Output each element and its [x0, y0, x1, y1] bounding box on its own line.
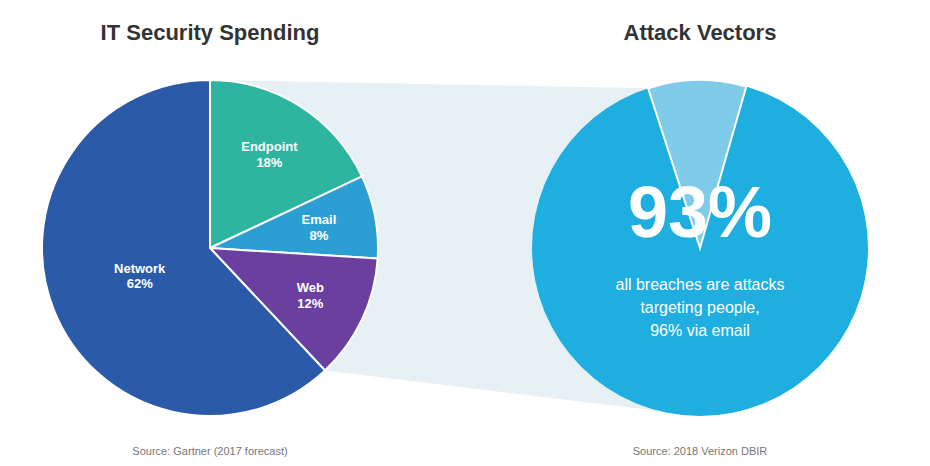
value-label: 8% — [310, 228, 329, 243]
stat-circle — [532, 80, 868, 416]
pie — [42, 80, 378, 416]
pie-slice — [210, 176, 378, 258]
value-label: 62% — [127, 276, 153, 291]
category-label: Endpoint — [241, 139, 298, 154]
chart-canvas: IT Security Spending Endpoint18% Email8% We… — [0, 0, 930, 466]
stat-subtitle: all breaches are attacks targeting people… — [616, 276, 785, 339]
value-label: 18% — [256, 155, 282, 170]
pie-slice — [42, 80, 325, 416]
source-note: Source: Gartner (2017 forecast) — [132, 445, 287, 457]
category-label: Web — [297, 280, 324, 295]
value-label: 12% — [297, 296, 323, 311]
stat-subtitle-line: targeting people, — [640, 299, 759, 316]
source-note: Source: 2018 Verizon DBIR — [633, 445, 768, 457]
stat-subtitle-line: all breaches are attacks — [616, 276, 785, 293]
category-label: Network — [114, 261, 166, 276]
stat-subtitle-line: 96% via email — [650, 322, 750, 339]
data-label: Endpoint18% — [241, 139, 298, 170]
title: Attack Vectors — [624, 20, 777, 45]
data-label: Web12% — [297, 280, 324, 311]
stat-value: 93% — [628, 172, 772, 252]
pie-labels: Endpoint18% Email8% Web12% Network62% — [114, 139, 336, 310]
title: IT Security Spending — [101, 20, 320, 45]
stat-disc — [532, 80, 868, 416]
data-label: Email8% — [302, 212, 337, 243]
category-label: Email — [302, 212, 337, 227]
data-label: Network62% — [114, 261, 166, 292]
